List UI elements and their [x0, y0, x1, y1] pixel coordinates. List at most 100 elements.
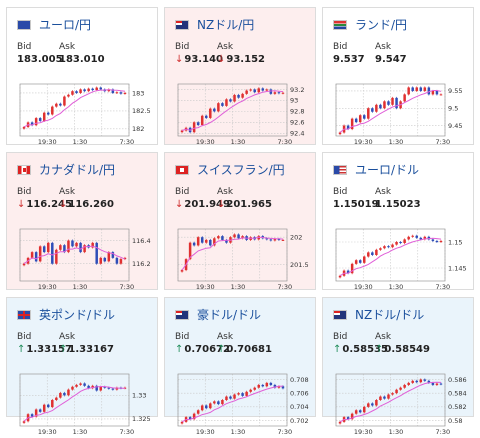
candle-body — [59, 103, 62, 106]
candle-body — [51, 242, 54, 264]
bid-value-group: ↓93.140 — [175, 54, 223, 65]
candle-body — [225, 99, 228, 106]
currency-pair-name[interactable]: ユーロ/ドル — [355, 163, 420, 177]
ask-value: 116.260 — [68, 199, 114, 210]
rate-card-nzd-jpy[interactable]: NZドル/円 Bid Ask ↓93.140 ↓93.152 93.2 93 92.8 92.6… — [164, 7, 316, 148]
rate-card-eur-jpy[interactable]: ユーロ/円 Bid Ask 183.005 183.010 183 182.5 182 19:3… — [6, 7, 158, 148]
candle-body — [188, 242, 192, 260]
candlestick-chart[interactable]: 1.15 1.145 19:30 1:30 7:30 — [331, 223, 467, 293]
y-tick-label: 1.325 — [132, 415, 151, 423]
candle-body — [75, 242, 78, 247]
arrow-up-icon: ↑ — [375, 344, 384, 355]
rate-card-chf-jpy[interactable]: スイスフラン/円 Bid Ask ↓201.949 ↓201.965 202 201.5 19… — [164, 152, 316, 293]
x-tick-label: 7:30 — [278, 138, 293, 146]
candlestick-chart[interactable]: 202 201.5 19:30 1:30 7:30 — [173, 223, 309, 293]
ask-label: Ask — [59, 187, 76, 197]
candle-body — [245, 391, 248, 396]
y-tick-label: 116.4 — [132, 237, 151, 245]
candle-body — [403, 239, 406, 244]
currency-pair-title[interactable]: ユーロ/円 — [17, 16, 91, 33]
candle-body — [241, 393, 244, 396]
candle-body — [411, 87, 414, 91]
candle-body — [427, 380, 431, 383]
candlestick-chart[interactable]: 183 182.5 182 19:30 1:30 7:30 — [15, 78, 151, 148]
y-tick-label: 0.706 — [290, 389, 309, 397]
currency-pair-title[interactable]: NZドル/ドル — [333, 306, 424, 323]
bid-value-group: 183.005 — [17, 54, 63, 65]
currency-pair-name[interactable]: スイスフラン/円 — [197, 163, 285, 177]
candle-body — [423, 87, 427, 91]
currency-pair-name[interactable]: 豪ドル/ドル — [197, 308, 262, 322]
candle-body — [391, 97, 394, 105]
candle-body — [99, 87, 102, 90]
x-tick-label: 19:30 — [354, 428, 373, 436]
candlestick-chart[interactable]: 93.2 93 92.8 92.6 92.4 19:30 1:30 7:30 — [173, 78, 309, 148]
ask-label: Ask — [217, 332, 234, 342]
eu-flag-icon — [17, 19, 31, 30]
candlestick-chart[interactable]: 1.33 1.325 19:30 1:30 7:30 — [15, 368, 151, 438]
candle-body — [395, 97, 398, 109]
candle-body — [358, 410, 362, 413]
rate-card-aud-usd[interactable]: 豪ドル/ドル Bid Ask ↑0.70672 ↑0.70681 0.708 0.706 0.… — [164, 297, 316, 436]
candle-body — [435, 90, 439, 95]
ask-value-group: 9.547 — [375, 54, 407, 65]
currency-pair-name[interactable]: 英ポンド/ドル — [39, 308, 116, 322]
candle-body — [383, 246, 386, 249]
candle-body — [115, 92, 119, 94]
candle-body — [379, 104, 382, 109]
rate-card-zar-jpy[interactable]: ランド/円 Bid Ask 9.537 9.547 9.55 9.5 9.45 19:30 1:3… — [322, 7, 474, 148]
rate-card-eur-usd[interactable]: ユーロ/ドル Bid Ask 1.15019 1.15023 1.15 1.145 19:30… — [322, 152, 474, 293]
candlestick-chart[interactable]: 0.586 0.584 0.582 0.58 19:30 1:30 7:30 — [331, 368, 467, 438]
currency-pair-title[interactable]: NZドル/円 — [175, 16, 254, 33]
ask-value: 0.70681 — [226, 344, 272, 355]
candlestick-chart[interactable]: 116.4 116.2 19:30 1:30 7:30 — [15, 223, 151, 293]
ask-value: 1.15023 — [375, 199, 421, 210]
bid-label: Bid — [175, 42, 190, 52]
currency-pair-title[interactable]: 英ポンド/ドル — [17, 306, 115, 323]
rate-card-nzd-usd[interactable]: NZドル/ドル Bid Ask ↑0.58535 ↑0.58549 0.586 0.584 0… — [322, 297, 474, 436]
arrow-down-icon: ↓ — [175, 199, 184, 210]
x-tick-label: 7:30 — [120, 138, 135, 146]
candle-body — [63, 245, 66, 253]
y-tick-label: 0.586 — [448, 376, 467, 384]
currency-pair-title[interactable]: ユーロ/ドル — [333, 161, 419, 178]
candlestick-chart[interactable]: 0.708 0.706 0.704 0.702 19:30 1:30 7:30 — [173, 368, 309, 438]
candle-body — [245, 90, 248, 94]
arrow-down-icon: ↓ — [59, 199, 68, 210]
ask-value: 93.152 — [226, 54, 265, 65]
currency-pair-title[interactable]: ランド/円 — [333, 16, 407, 33]
y-tick-label: 182 — [132, 125, 144, 133]
currency-pair-title[interactable]: スイスフラン/円 — [175, 161, 285, 178]
candle-body — [209, 403, 212, 409]
candle-body — [225, 396, 228, 400]
rate-card-cad-jpy[interactable]: カナダドル/円 Bid Ask ↓116.245 ↓116.260 116.4 116.2 1… — [6, 152, 158, 293]
currency-pair-name[interactable]: NZドル/ドル — [355, 308, 425, 322]
x-tick-label: 1:30 — [73, 138, 88, 146]
ask-value-group: ↑1.33167 — [59, 344, 114, 355]
currency-pair-title[interactable]: カナダドル/円 — [17, 161, 115, 178]
candle-body — [111, 89, 115, 93]
candle-body — [205, 115, 208, 118]
y-tick-label: 9.55 — [448, 87, 462, 95]
currency-pair-name[interactable]: ランド/円 — [355, 18, 408, 32]
candle-body — [205, 239, 208, 243]
bid-value: 9.537 — [333, 54, 365, 65]
currency-pair-title[interactable]: 豪ドル/ドル — [175, 306, 261, 323]
candle-body — [71, 91, 74, 95]
candle-body — [103, 257, 107, 262]
bid-value-group: ↑0.58535 — [333, 344, 388, 355]
candle-body — [221, 103, 224, 106]
currency-pair-name[interactable]: ユーロ/円 — [39, 18, 92, 32]
currency-pair-name[interactable]: NZドル/円 — [197, 18, 255, 32]
candle-body — [439, 94, 443, 96]
x-tick-label: 19:30 — [196, 138, 215, 146]
candlestick-chart[interactable]: 9.55 9.5 9.45 19:30 1:30 7:30 — [331, 78, 467, 148]
currency-pair-name[interactable]: カナダドル/円 — [39, 163, 116, 177]
candle-body — [87, 88, 90, 92]
y-tick-label: 183 — [132, 89, 144, 97]
candle-body — [427, 236, 431, 240]
rate-card-gbp-usd[interactable]: 英ポンド/ドル Bid Ask ↑1.33157 ↑1.33167 1.33 1.325 19… — [6, 297, 158, 436]
candle-body — [415, 380, 418, 383]
bid-value: 116.245 — [26, 199, 72, 210]
candle-body — [205, 405, 208, 409]
